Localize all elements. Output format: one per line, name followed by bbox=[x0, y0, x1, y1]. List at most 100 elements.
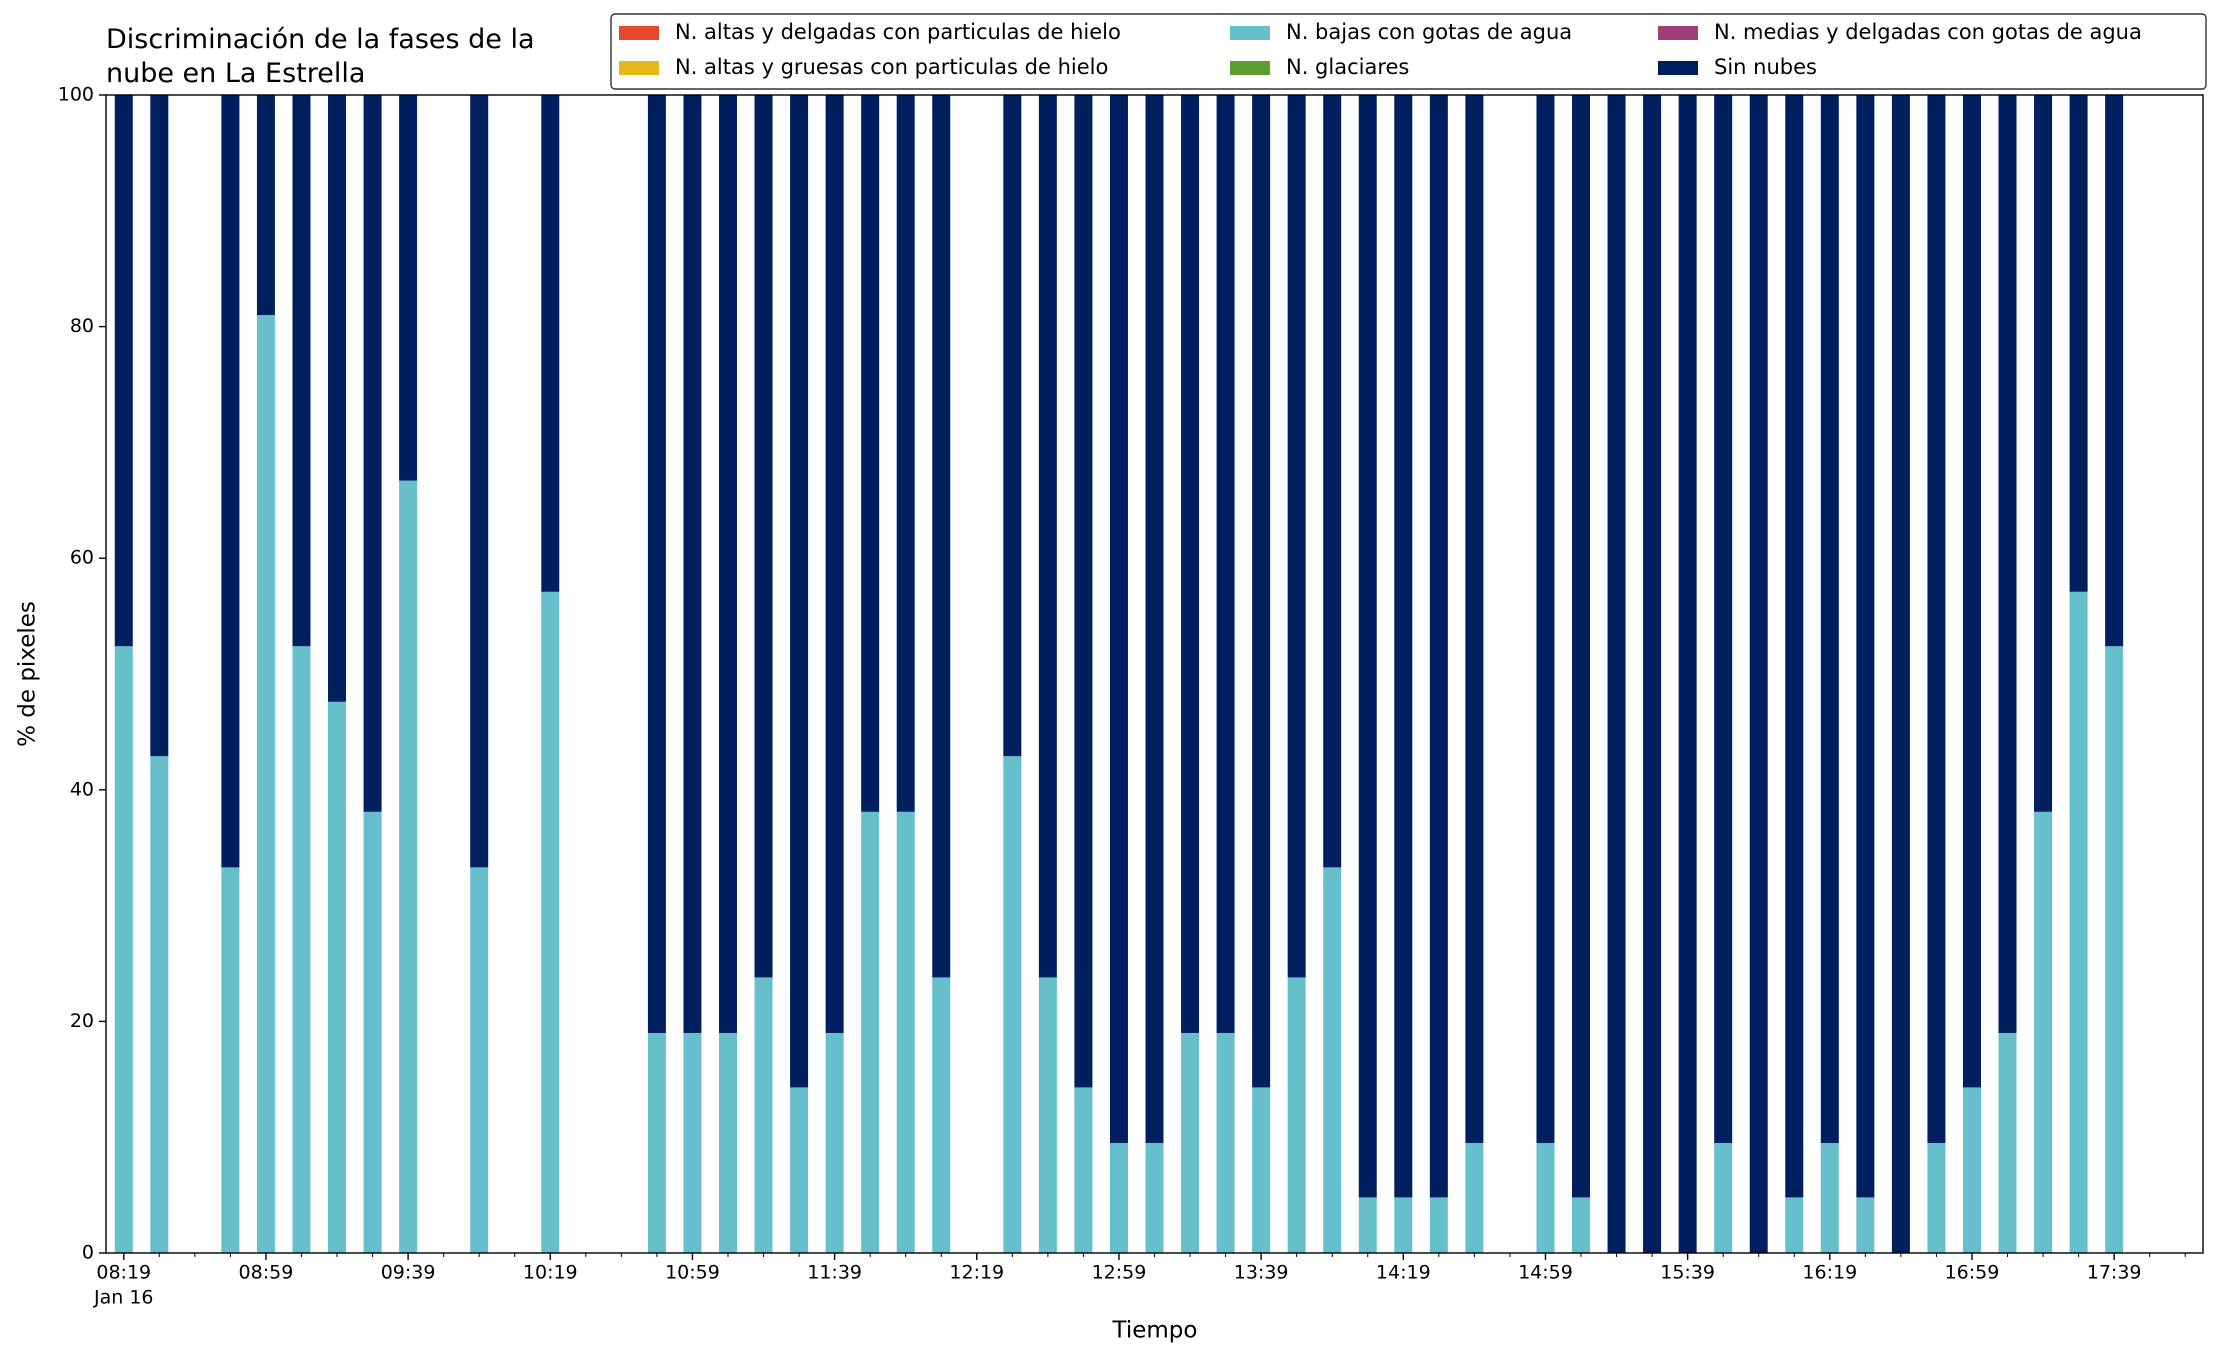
x-tick-label: 14:19 bbox=[1376, 1262, 1431, 1284]
bar-segment bbox=[1216, 1032, 1235, 1253]
bar-segment bbox=[683, 1032, 702, 1253]
x-tick-label: 16:59 bbox=[1945, 1262, 2000, 1284]
bar-segment bbox=[1323, 95, 1342, 868]
legend-swatch bbox=[1230, 26, 1270, 40]
x-tick-label: 12:59 bbox=[1092, 1262, 1147, 1284]
x-tick-label: 17:39 bbox=[2087, 1262, 2142, 1284]
bar-segment bbox=[2034, 95, 2053, 812]
bar-segment bbox=[1109, 95, 1128, 1143]
bar-segment bbox=[256, 95, 275, 316]
legend-label: Sin nubes bbox=[1714, 55, 1817, 79]
bar-segment bbox=[1074, 1087, 1093, 1253]
bar-segment bbox=[541, 591, 560, 1253]
x-tick-label: 11:39 bbox=[807, 1262, 862, 1284]
bar-segment bbox=[2069, 591, 2088, 1253]
x-tick-label: 16:19 bbox=[1802, 1262, 1857, 1284]
x-tick-label: 10:59 bbox=[665, 1262, 720, 1284]
chart-title: Discriminación de la fases de la nube en … bbox=[106, 24, 535, 89]
bar-segment bbox=[1003, 756, 1022, 1253]
bar-segment bbox=[1820, 95, 1839, 1143]
bar-segment bbox=[114, 646, 133, 1253]
y-tick-label: 100 bbox=[58, 84, 94, 106]
bar-segment bbox=[1181, 1032, 1200, 1253]
legend-label: N. medias y delgadas con gotas de agua bbox=[1714, 20, 2142, 44]
legend-swatch bbox=[1658, 26, 1698, 40]
bar-segment bbox=[1785, 95, 1804, 1198]
bar-segment bbox=[150, 95, 169, 757]
bar-segment bbox=[754, 977, 773, 1253]
bar-segment bbox=[1820, 1142, 1839, 1253]
bar-segment bbox=[754, 95, 773, 978]
bar-segment bbox=[363, 95, 382, 812]
bar-segment bbox=[2105, 95, 2124, 647]
bar-segment bbox=[328, 701, 347, 1253]
x-tick-label: 08:19 bbox=[96, 1262, 151, 1284]
bar-segment bbox=[1074, 95, 1093, 1088]
bar-segment bbox=[1358, 95, 1377, 1198]
bar-segment bbox=[1856, 95, 1875, 1198]
bar-segment bbox=[1714, 95, 1733, 1143]
bar-segment bbox=[2034, 811, 2053, 1253]
bar-segment bbox=[1429, 95, 1448, 1198]
bar-segment bbox=[1891, 95, 1910, 1253]
x-date-label: Jan 16 bbox=[93, 1287, 154, 1309]
bar-segment bbox=[2069, 95, 2088, 592]
bar-segment bbox=[399, 480, 418, 1253]
bar-segment bbox=[1216, 95, 1235, 1033]
bar-segment bbox=[1038, 95, 1057, 978]
bar-segment bbox=[1003, 95, 1022, 757]
bar-segment bbox=[470, 95, 489, 868]
bar-segment bbox=[114, 95, 133, 647]
bar-segment bbox=[683, 95, 702, 1033]
bar-segment bbox=[1465, 95, 1484, 1143]
bar-segment bbox=[221, 867, 240, 1253]
bar-segment bbox=[2105, 646, 2124, 1253]
bar-segment bbox=[292, 646, 311, 1253]
x-tick-label: 15:39 bbox=[1660, 1262, 1715, 1284]
y-tick-label: 0 bbox=[82, 1242, 94, 1264]
y-tick-label: 80 bbox=[70, 315, 94, 337]
title-line: nube en La Estrella bbox=[106, 58, 365, 89]
bar-segment bbox=[932, 95, 951, 978]
bar-segment bbox=[1323, 867, 1342, 1253]
bar-segment bbox=[292, 95, 311, 647]
legend-box bbox=[610, 13, 2207, 90]
bar-segment bbox=[1145, 95, 1164, 1143]
bar-segment bbox=[647, 1032, 666, 1253]
bar-segment bbox=[363, 811, 382, 1253]
bar-segment bbox=[470, 867, 489, 1253]
bar-segment bbox=[1038, 977, 1057, 1253]
legend-label: N. glaciares bbox=[1286, 55, 1409, 79]
bar-segment bbox=[1927, 95, 1946, 1143]
bar-segment bbox=[1287, 95, 1306, 978]
bar-segment bbox=[256, 315, 275, 1253]
bar-segment bbox=[1856, 1197, 1875, 1253]
bar-segment bbox=[1145, 1142, 1164, 1253]
x-tick-label: 09:39 bbox=[381, 1262, 436, 1284]
bar-segment bbox=[1749, 95, 1768, 1253]
bar-segment bbox=[1643, 95, 1662, 1253]
bar-segment bbox=[861, 811, 880, 1253]
bar-segment bbox=[1678, 95, 1697, 1253]
x-axis-label: Tiempo bbox=[1112, 1318, 1198, 1344]
bar-segment bbox=[1358, 1197, 1377, 1253]
x-tick-label: 08:59 bbox=[239, 1262, 294, 1284]
legend-label: N. bajas con gotas de agua bbox=[1286, 20, 1572, 44]
bar-segment bbox=[718, 95, 737, 1033]
bar-segment bbox=[1252, 1087, 1271, 1253]
legend-swatch bbox=[619, 61, 659, 75]
bar-segment bbox=[647, 95, 666, 1033]
x-tick-label: 10:19 bbox=[523, 1262, 578, 1284]
x-tick-label: 13:39 bbox=[1234, 1262, 1289, 1284]
bar-segment bbox=[1394, 95, 1413, 1198]
title-line: Discriminación de la fases de la bbox=[106, 24, 535, 55]
bar-segment bbox=[1181, 95, 1200, 1033]
bar-segment bbox=[790, 95, 809, 1088]
legend-label: N. altas y gruesas con particulas de hie… bbox=[675, 55, 1108, 79]
bar-segment bbox=[1252, 95, 1271, 1088]
bar-segment bbox=[718, 1032, 737, 1253]
bar-segment bbox=[399, 95, 418, 481]
bar-segment bbox=[1287, 977, 1306, 1253]
bar-segment bbox=[861, 95, 880, 812]
